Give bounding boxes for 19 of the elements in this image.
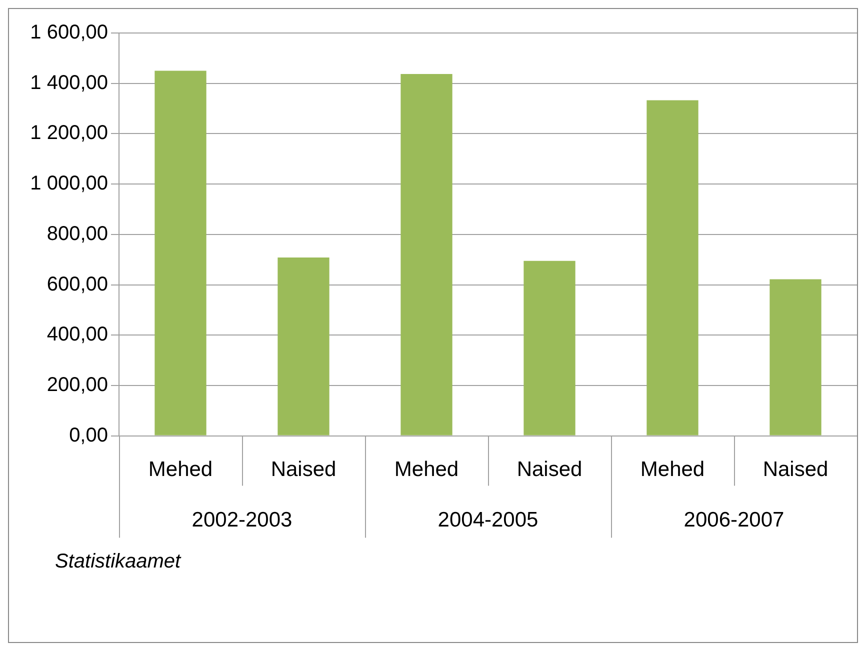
x-tick-label: Mehed (394, 458, 459, 482)
y-tick-label: 1 200,00 (30, 122, 108, 144)
text: 2006-2007 (684, 508, 784, 532)
y-tick-label: 1 000,00 (30, 172, 108, 195)
y-tick-label: 0,00 (69, 424, 108, 446)
x-tick-label: Naised (270, 458, 336, 482)
y-tick-label: 200,00 (46, 374, 108, 396)
text: 2002-2003 (192, 508, 292, 532)
x-tick-label: Naised (762, 458, 828, 482)
y-tick-label: 600,00 (46, 273, 108, 296)
x-tick-label: Mehed (148, 458, 213, 482)
y-tick-label: 800,00 (46, 222, 108, 245)
text: Statistikaamet (55, 550, 182, 572)
y-tick-label: 1 600,00 (30, 22, 108, 44)
x-tick-label: Naised (516, 458, 582, 482)
text: 2004-2005 (438, 508, 538, 532)
y-tick-label: 400,00 (46, 324, 108, 346)
y-tick-label: 1 400,00 (30, 72, 108, 94)
x-tick-label: Mehed (640, 458, 705, 482)
